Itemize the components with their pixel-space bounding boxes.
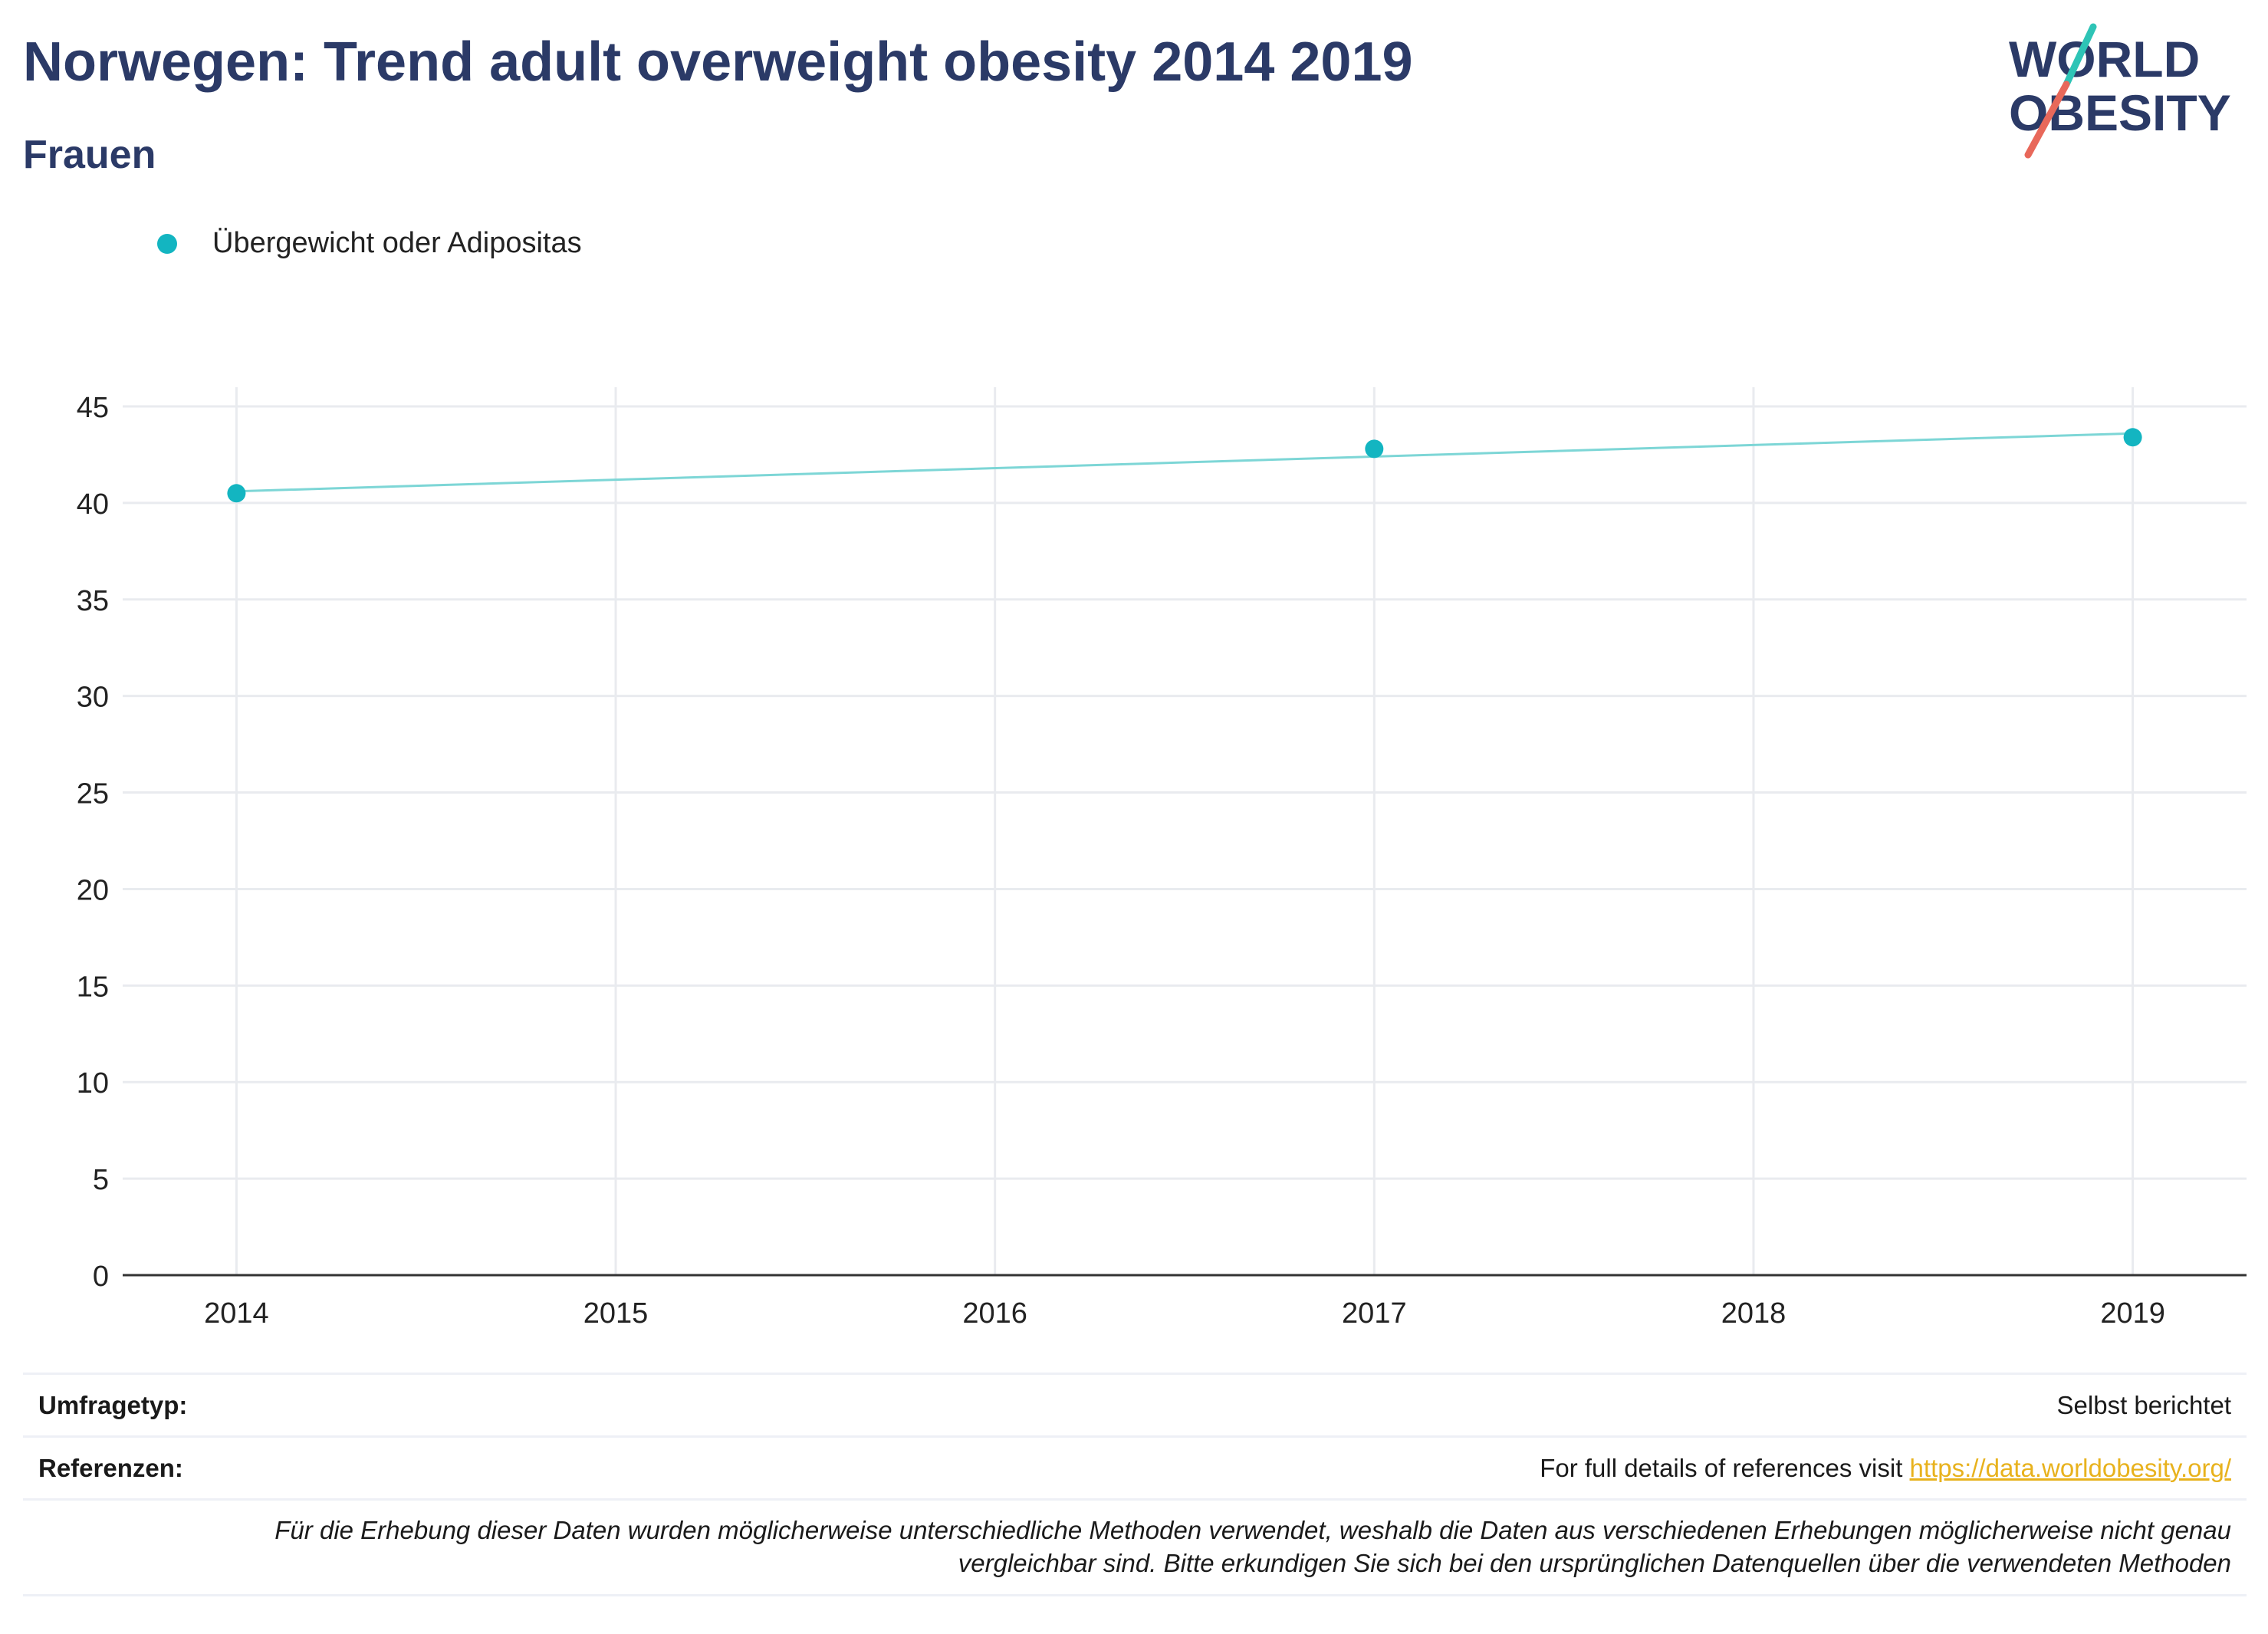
y-tick-label: 10	[77, 1067, 109, 1100]
world-obesity-logo: WORLD OBESITY	[2009, 23, 2231, 159]
data-point	[1365, 439, 1384, 459]
x-tick-label: 2017	[1342, 1297, 1407, 1330]
x-tick-label: 2015	[583, 1297, 649, 1330]
svg-text:OBESITY: OBESITY	[2009, 84, 2231, 141]
references-label: Referenzen:	[38, 1453, 183, 1482]
chart-subtitle: Frauen	[23, 133, 156, 177]
chart-plot: 0 5 10 15 20 25 30 35 40 45 2014 2015 2016 2017 2018 20…	[77, 387, 2247, 1330]
info-table: Umfragetyp: Selbst berichtet Referenzen:…	[23, 1373, 2247, 1596]
survey-type-row: Umfragetyp: Selbst berichtet	[23, 1373, 2247, 1435]
x-tick-label: 2014	[204, 1297, 269, 1330]
survey-type-label: Umfragetyp:	[38, 1390, 188, 1419]
data-point	[2123, 428, 2142, 447]
y-tick-label: 5	[93, 1164, 109, 1196]
trend-line	[236, 432, 2133, 493]
y-tick-label: 45	[77, 392, 109, 424]
survey-type-value: Selbst berichtet	[2056, 1390, 2231, 1419]
references-row: Referenzen: For full details of referenc…	[23, 1435, 2247, 1498]
y-tick-label: 35	[77, 585, 109, 617]
x-tick-label: 2018	[1721, 1297, 1786, 1330]
data-point	[227, 484, 246, 503]
svg-text:WORLD: WORLD	[2009, 31, 2200, 87]
y-tick-label: 30	[77, 682, 109, 714]
y-tick-label: 0	[93, 1261, 109, 1293]
y-tick-label: 25	[77, 778, 109, 810]
references-value: For full details of references visit htt…	[1540, 1454, 2231, 1483]
legend: Übergewicht oder Adipositas	[157, 227, 582, 260]
legend-marker	[157, 233, 177, 254]
note-line-2: vergleichbar sind. Bitte erkundigen Sie …	[958, 1548, 2231, 1577]
y-tick-label: 15	[77, 971, 109, 1003]
references-text: For full details of references visit	[1540, 1453, 1910, 1482]
x-tick-label: 2019	[2100, 1297, 2165, 1330]
note-line-1: Für die Erhebung dieser Daten wurden mög…	[274, 1516, 2231, 1544]
methodology-note: Für die Erhebung dieser Daten wurden mög…	[23, 1498, 2247, 1596]
chart-title: Norwegen: Trend adult overweight obesity…	[23, 31, 1413, 93]
y-tick-label: 40	[77, 488, 109, 521]
y-tick-label: 20	[77, 874, 109, 906]
legend-label: Übergewicht oder Adipositas	[212, 227, 582, 259]
x-tick-label: 2016	[962, 1297, 1027, 1330]
references-link[interactable]: https://data.worldobesity.org/	[1909, 1453, 2231, 1482]
